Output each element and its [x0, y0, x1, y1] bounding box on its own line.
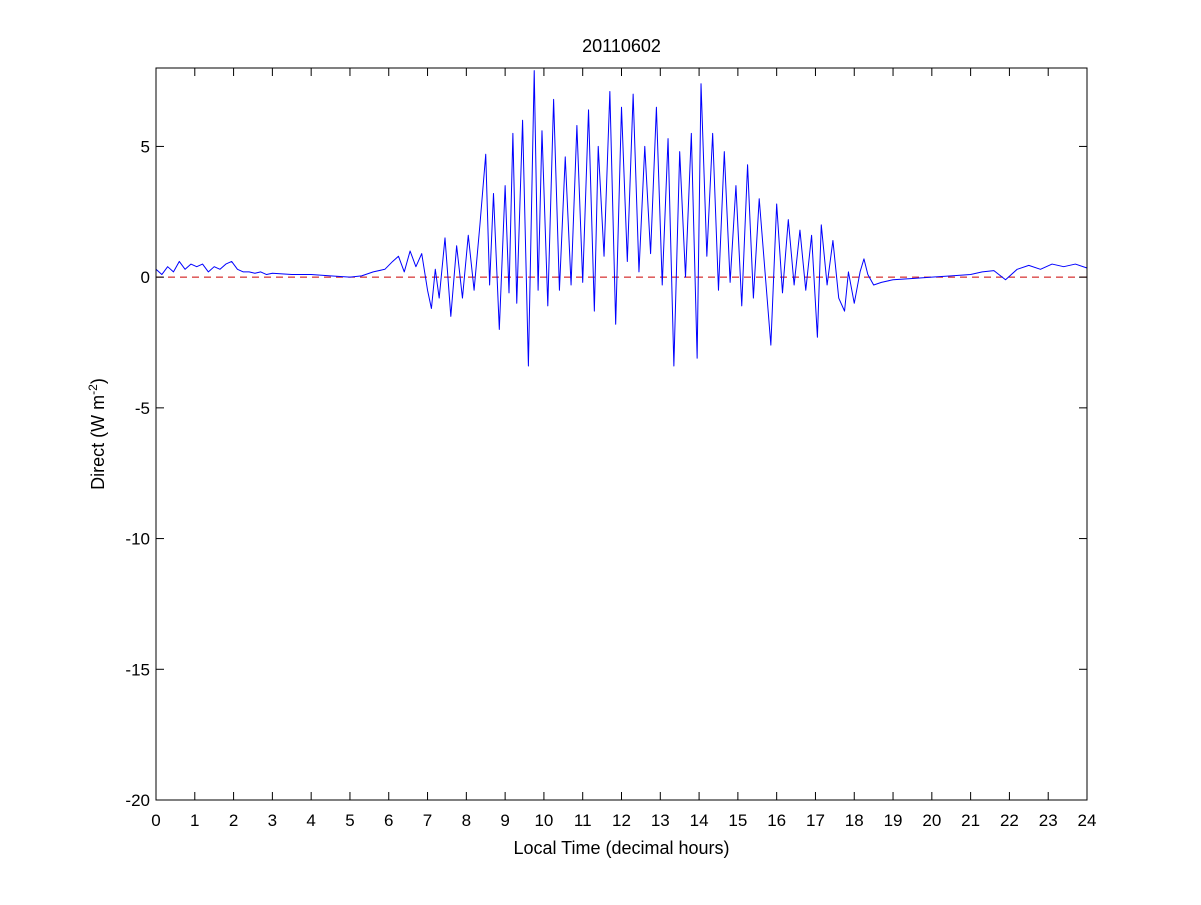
- y-tick-label: -20: [125, 791, 150, 810]
- y-axis-title-superscript: -2: [86, 384, 100, 395]
- x-tick-label: 15: [728, 811, 747, 830]
- x-tick-label: 19: [884, 811, 903, 830]
- x-tick-label: 13: [651, 811, 670, 830]
- x-tick-label: 3: [268, 811, 277, 830]
- x-tick-label: 10: [534, 811, 553, 830]
- y-tick-label: -10: [125, 530, 150, 549]
- y-axis-title-main: Direct (W m: [88, 395, 108, 490]
- x-tick-label: 14: [690, 811, 709, 830]
- x-tick-label: 1: [190, 811, 199, 830]
- plot-area: [155, 70, 1088, 367]
- x-tick-label: 0: [151, 811, 160, 830]
- x-tick-label: 8: [462, 811, 471, 830]
- x-tick-label: 5: [345, 811, 354, 830]
- y-axis-title-close: ): [88, 378, 108, 384]
- x-tick-label: 7: [423, 811, 432, 830]
- ticks: 0 1 2 3 4 5 6 7 8 9 10 11 12 13 14 15 16 17 18 19 20 21 22 23 24…: [125, 68, 1096, 830]
- x-tick-label: 24: [1078, 811, 1097, 830]
- y-tick-label: -15: [125, 660, 150, 679]
- x-tick-label: 2: [229, 811, 238, 830]
- x-tick-label: 21: [961, 811, 980, 830]
- x-axis-title: Local Time (decimal hours): [513, 838, 729, 858]
- x-tick-label: 20: [922, 811, 941, 830]
- x-tick-label: 6: [384, 811, 393, 830]
- x-tick-label: 12: [612, 811, 631, 830]
- x-tick-label: 22: [1000, 811, 1019, 830]
- x-tick-label: 4: [306, 811, 315, 830]
- x-tick-label: 18: [845, 811, 864, 830]
- x-tick-label: 9: [500, 811, 509, 830]
- y-axis-title: Direct (W m-2): [86, 378, 108, 490]
- y-tick-label: 0: [141, 268, 150, 287]
- x-tick-label: 11: [574, 811, 592, 830]
- x-tick-label: 17: [806, 811, 825, 830]
- x-tick-label: 23: [1039, 811, 1058, 830]
- y-tick-label: 5: [141, 137, 150, 156]
- series-line-0: [155, 70, 1088, 367]
- y-tick-label: -5: [135, 399, 150, 418]
- chart-title: 20110602: [582, 36, 661, 56]
- x-tick-label: 16: [767, 811, 786, 830]
